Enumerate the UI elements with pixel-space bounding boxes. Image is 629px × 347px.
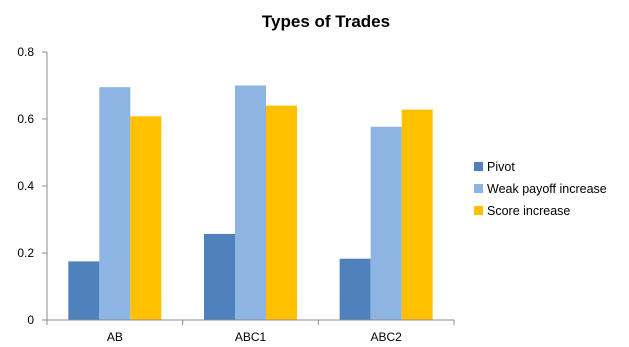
legend-swatch bbox=[474, 184, 483, 193]
bar-score-increase-ab bbox=[130, 116, 162, 320]
legend-label: Weak payoff increase bbox=[487, 182, 607, 196]
bar-pivot-ab bbox=[68, 261, 100, 320]
bars bbox=[68, 85, 433, 321]
x-tick-label: ABC2 bbox=[370, 330, 402, 344]
legend-label: Pivot bbox=[487, 160, 515, 174]
legend-swatch bbox=[474, 206, 483, 215]
bar-weak-payoff-increase-ab bbox=[99, 87, 131, 320]
legend-swatch bbox=[474, 162, 483, 171]
bar-score-increase-abc1 bbox=[266, 105, 297, 320]
y-axis-ticks: 0 0.2 0.4 0.6 0.8 bbox=[17, 45, 47, 327]
bar-pivot-abc2 bbox=[339, 258, 371, 320]
y-tick-label: 0.4 bbox=[17, 179, 34, 193]
y-tick-label: 0.2 bbox=[17, 246, 34, 260]
bar-weak-payoff-increase-abc2 bbox=[370, 126, 402, 320]
x-tick-label: ABC1 bbox=[235, 330, 267, 344]
x-tick-label: AB bbox=[107, 330, 123, 344]
legend-label: Score increase bbox=[487, 204, 570, 218]
chart-title: Types of Trades bbox=[262, 12, 390, 31]
legend: Pivot Weak payoff increase Score increase bbox=[474, 160, 607, 218]
bar-score-increase-abc2 bbox=[401, 109, 433, 321]
y-tick-label: 0 bbox=[27, 313, 34, 327]
y-tick-label: 0.6 bbox=[17, 112, 34, 126]
x-axis-ticks: AB ABC1 ABC2 bbox=[46, 320, 455, 344]
bar-pivot-abc1 bbox=[204, 233, 235, 320]
y-tick-label: 0.8 bbox=[17, 45, 34, 59]
bar-weak-payoff-increase-abc1 bbox=[235, 85, 266, 320]
